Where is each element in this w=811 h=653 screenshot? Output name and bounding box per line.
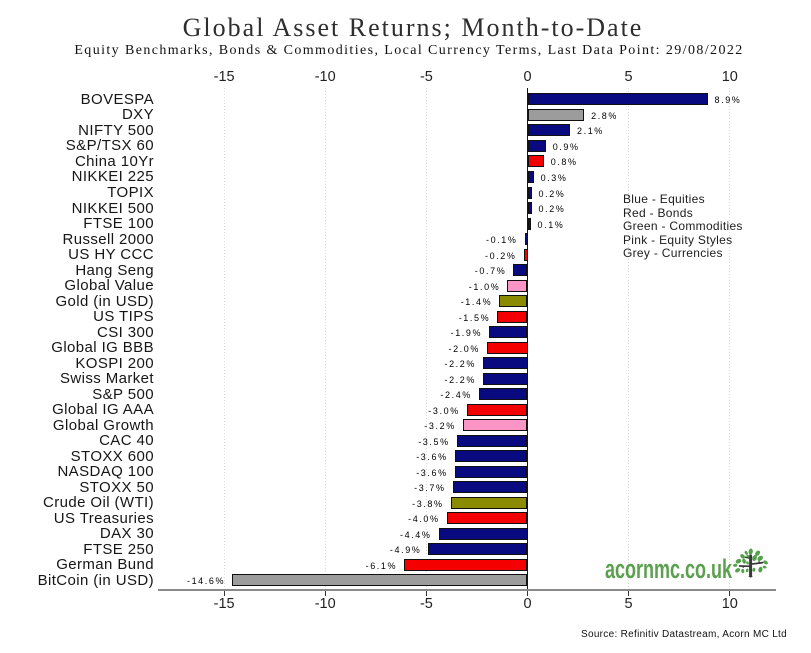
svg-text:acornmc.co.uk: acornmc.co.uk <box>605 554 732 582</box>
